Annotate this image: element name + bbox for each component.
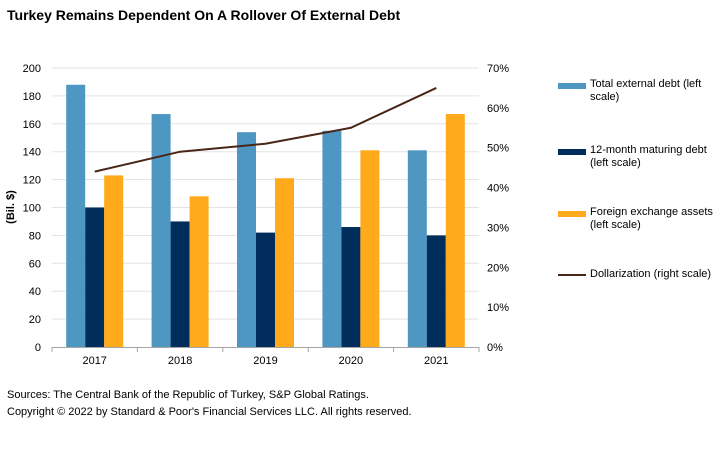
y-tick-label: 160 — [23, 119, 41, 131]
x-tick-label: 2021 — [424, 355, 448, 367]
y2-tick-label: 50% — [487, 143, 509, 155]
bar-12-month-maturing-debt — [426, 235, 446, 347]
y-axis-label: (Bil. $) — [5, 190, 17, 224]
y-tick-label: 0 — [35, 342, 41, 354]
bar-foreign-exchange-assets — [445, 114, 465, 347]
bar-12-month-maturing-debt — [256, 232, 275, 347]
y-tick-label: 180 — [23, 91, 41, 103]
legend-swatch-foreign-exchange-assets — [558, 211, 586, 217]
bar-12-month-maturing-debt — [170, 221, 190, 347]
y2-tick-label: 30% — [487, 222, 509, 234]
chart-title: Turkey Remains Dependent On A Rollover O… — [7, 7, 401, 23]
bar-foreign-exchange-assets — [275, 178, 294, 347]
bar-total-external-debt — [407, 150, 427, 347]
y2-tick-label: 0% — [487, 342, 503, 354]
bars — [66, 84, 465, 348]
x-tick-label: 2018 — [168, 355, 192, 367]
bar-total-external-debt — [237, 132, 256, 347]
bar-12-month-maturing-debt — [341, 227, 361, 347]
bar-total-external-debt — [322, 130, 342, 347]
bar-foreign-exchange-assets — [360, 150, 380, 347]
y2-tick-label: 60% — [487, 103, 509, 115]
x-tick-label: 2017 — [82, 355, 106, 367]
dollarization-line — [94, 87, 437, 173]
legend-label: Total external debt (left scale) — [590, 78, 702, 103]
x-tick-label: 2019 — [253, 355, 277, 367]
y2-tick-label: 10% — [487, 302, 509, 314]
y-tick-label: 200 — [23, 63, 41, 75]
y-tick-label: 80 — [29, 230, 41, 242]
legend-label: Foreign exchange assets (left scale) — [590, 206, 713, 231]
y-tick-label: 40 — [29, 286, 41, 298]
y-tick-label: 140 — [23, 147, 41, 159]
y2-tick-label: 40% — [487, 183, 509, 195]
y-tick-label: 120 — [23, 175, 41, 187]
bar-total-external-debt — [151, 114, 171, 347]
legend-swatch-dollarization — [558, 274, 586, 276]
bar-foreign-exchange-assets — [189, 196, 209, 347]
bar-total-external-debt — [66, 84, 86, 348]
y-tick-label: 100 — [23, 203, 41, 215]
legend-label: Dollarization (right scale) — [590, 268, 712, 280]
axes: 0 20 40 60 80 100 120 140 160 180 200 0% 10% 20% 30% 40… — [23, 63, 510, 367]
y-tick-label: 60 — [29, 258, 41, 270]
sources-note: Sources: The Central Bank of the Republi… — [7, 389, 369, 401]
copyright-note: Copyright © 2022 by Standard & Poor's Fi… — [7, 406, 412, 418]
legend-swatch-total-external-debt — [558, 83, 586, 89]
y2-tick-label: 70% — [487, 63, 509, 75]
legend-swatch-12-month-maturing-debt — [558, 149, 586, 155]
x-tick-label: 2020 — [339, 355, 363, 367]
legend-label: 12-month maturing debt (left scale) — [590, 144, 707, 169]
y2-tick-label: 20% — [487, 262, 509, 274]
y-tick-label: 20 — [29, 314, 41, 326]
bar-12-month-maturing-debt — [85, 207, 105, 347]
dollarization-line-group — [94, 87, 437, 173]
bar-foreign-exchange-assets — [104, 175, 124, 347]
